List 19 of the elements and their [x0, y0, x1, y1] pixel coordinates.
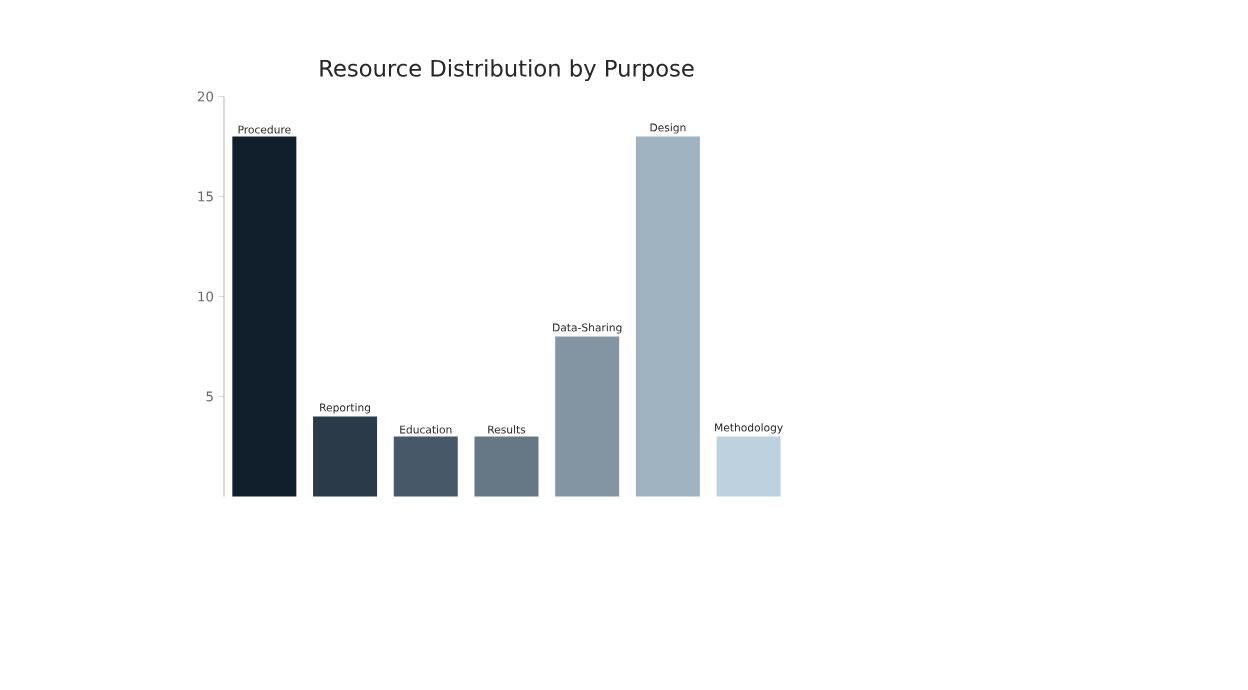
y-tick-label: 20 [197, 91, 214, 102]
bar [232, 136, 297, 497]
y-tick-label: 10 [198, 291, 214, 302]
x-tick-label: Design [650, 123, 686, 134]
bar [474, 436, 539, 497]
bar [313, 416, 378, 497]
x-tick-label: Results [488, 425, 526, 434]
bar [716, 436, 781, 497]
x-tick-label: Education [400, 425, 452, 434]
y-tick-label: 5 [206, 391, 213, 402]
bar [555, 336, 620, 497]
bar [635, 136, 700, 497]
bar [393, 436, 458, 497]
x-tick-label: Reporting [320, 403, 371, 414]
x-tick-label: Methodology [715, 423, 783, 434]
x-tick-label: Data-Sharing [553, 323, 622, 334]
y-tick-label: 15 [198, 191, 213, 202]
x-tick-label: Procedure [238, 125, 291, 134]
chart-title: Resource Distribution by Purpose [320, 59, 694, 82]
